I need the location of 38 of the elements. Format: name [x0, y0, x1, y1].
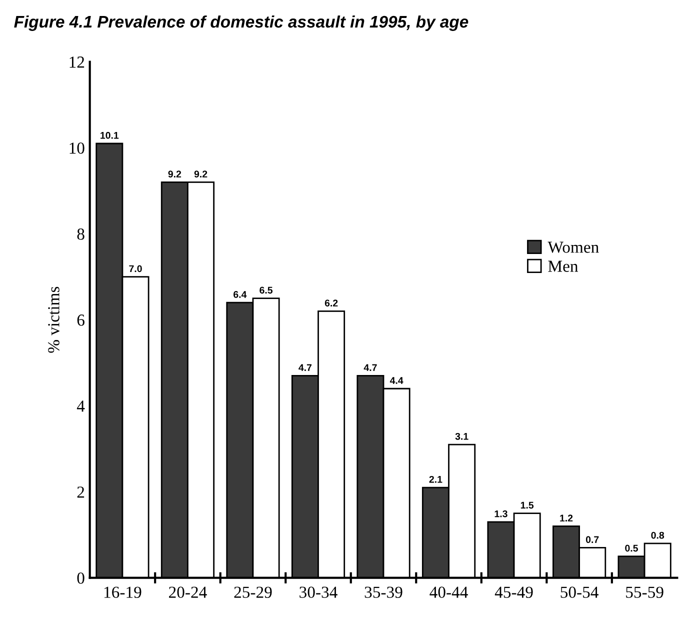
data-label: 9.2 [194, 170, 208, 178]
x-tick-label: 45-49 [494, 586, 533, 598]
y-tick-label: 2 [77, 486, 84, 498]
x-tick-label: 25-29 [234, 586, 272, 598]
y-tick-label: 4 [76, 400, 85, 412]
data-label: 1.2 [560, 514, 573, 522]
y-axis-title: % victims [48, 286, 60, 353]
y-tick-label: 0 [77, 572, 84, 584]
y-tick-label: 10 [70, 142, 84, 154]
data-label: 0.5 [625, 544, 638, 552]
data-label: 4.7 [364, 364, 377, 371]
y-tick-label: 6 [77, 314, 84, 326]
y-tick-label: 12 [70, 56, 84, 68]
x-tick-label: 30-34 [300, 586, 338, 598]
data-label: 0.8 [651, 532, 664, 539]
data-label: 4.7 [298, 364, 312, 371]
data-label: 0.7 [586, 536, 599, 544]
legend-label: Men [548, 260, 578, 272]
chart-title: Figure 4.1 Prevalence of domestic assault in 1995, by age [14, 15, 468, 31]
data-label: 4.4 [390, 377, 404, 384]
data-label: 1.5 [520, 502, 534, 509]
data-label: 10.1 [100, 132, 119, 139]
data-label: 6.2 [324, 300, 338, 307]
x-tick-label: 20-24 [169, 586, 207, 598]
data-label: 6.4 [234, 291, 247, 298]
data-label: 3.1 [455, 432, 468, 440]
data-label: 9.2 [168, 170, 182, 178]
x-tick-label: 16-19 [104, 586, 142, 598]
data-label: 6.5 [260, 286, 273, 294]
x-tick-label: 40-44 [430, 586, 468, 598]
legend-label: Women [548, 242, 599, 253]
y-tick-label: 8 [77, 228, 84, 240]
x-tick-label: 55-59 [626, 586, 664, 598]
data-label: 2.1 [429, 476, 442, 483]
data-label: 1.3 [494, 510, 508, 518]
x-tick-label: 35-39 [364, 586, 402, 598]
x-tick-label: 50-54 [560, 586, 598, 598]
data-label: 7.0 [129, 265, 142, 272]
